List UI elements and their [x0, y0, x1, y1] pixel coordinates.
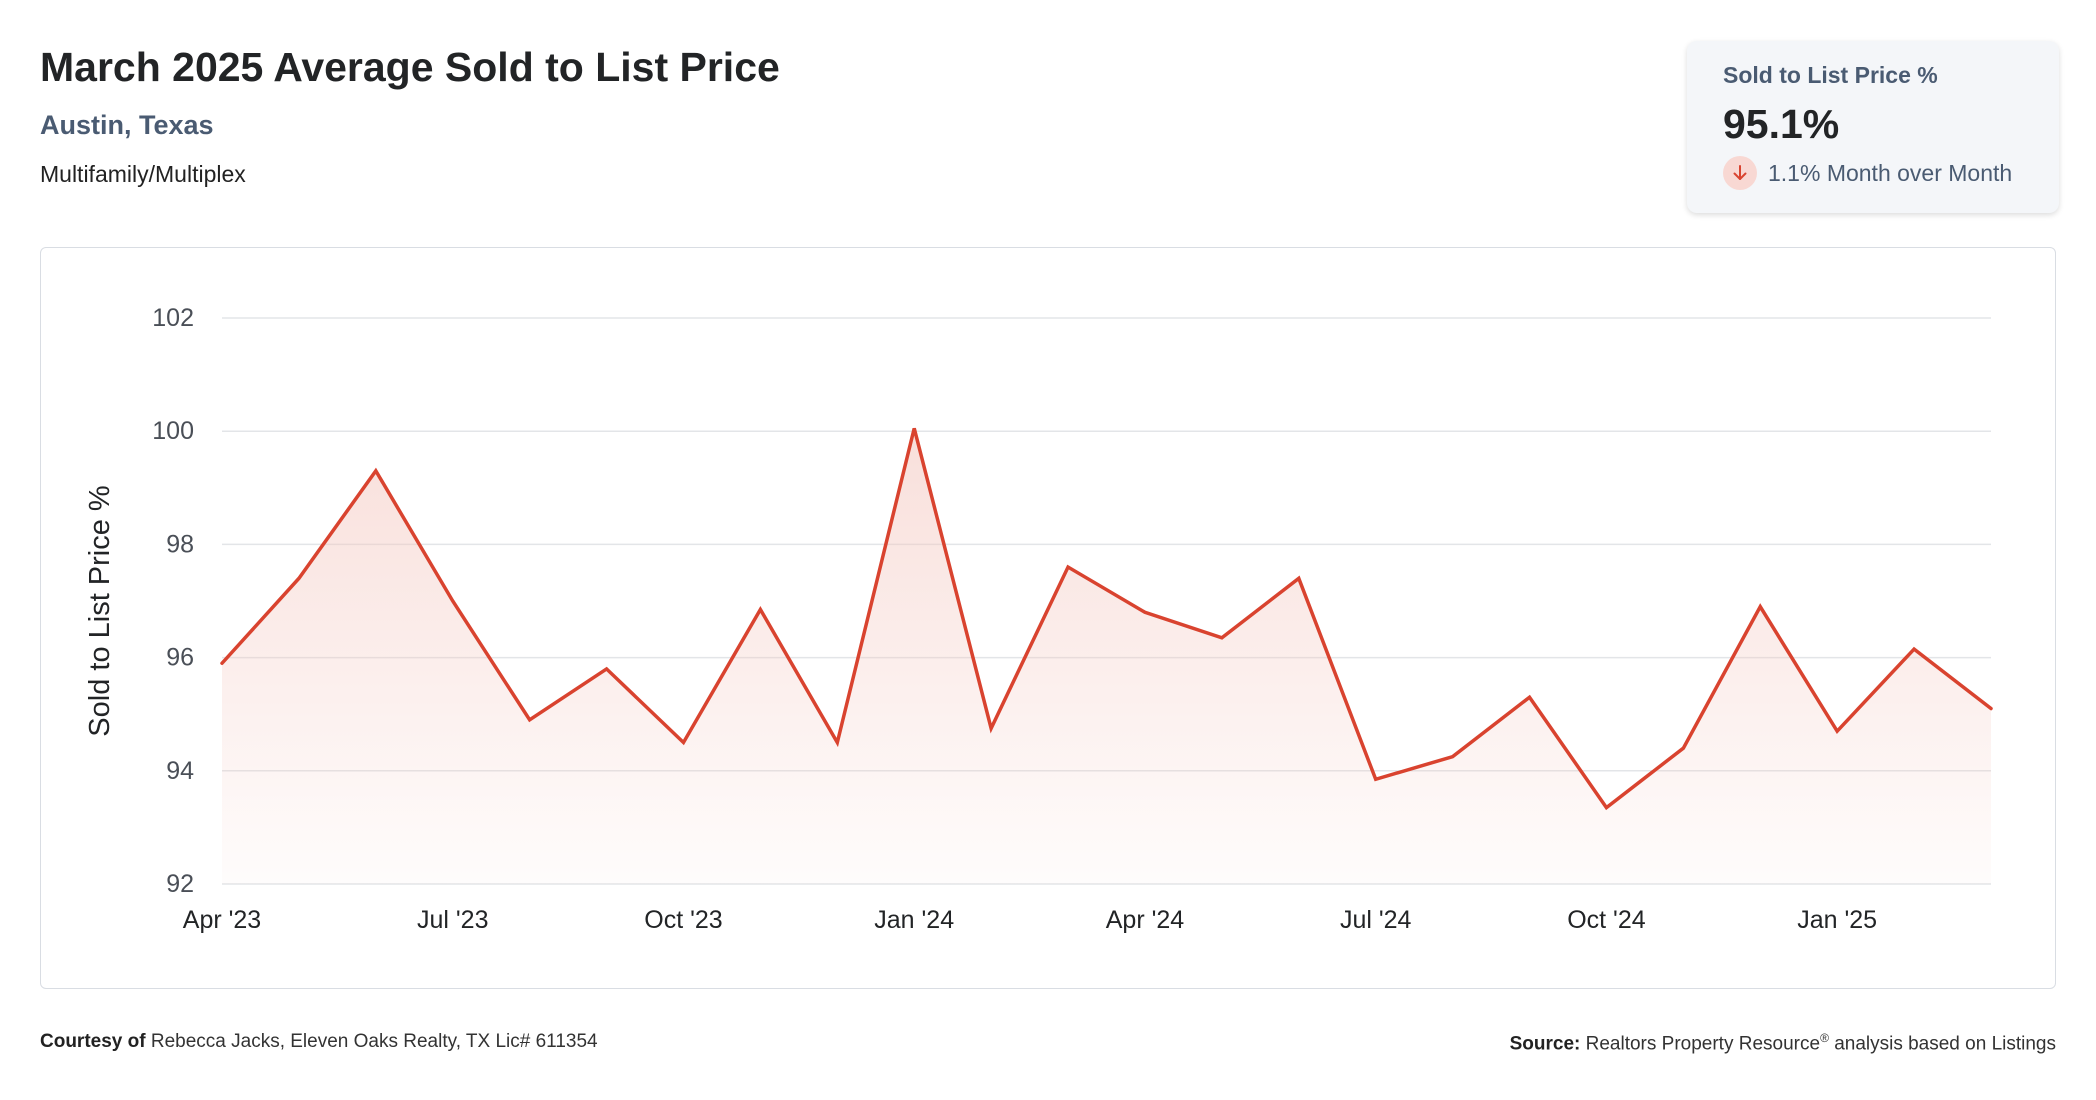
series-area	[222, 428, 1991, 884]
stat-value: 95.1%	[1723, 101, 1840, 147]
stat-change: 1.1% Month over Month	[1723, 156, 2023, 190]
courtesy-label: Courtesy of	[40, 1031, 146, 1052]
courtesy-footer: Courtesy of Rebecca Jacks, Eleven Oaks R…	[40, 1031, 598, 1053]
y-tick-label: 92	[166, 870, 194, 898]
x-tick-label: Apr '23	[183, 906, 261, 934]
source-suffix: analysis based on Listings	[1834, 1033, 2056, 1055]
x-tick-label: Jan '24	[874, 906, 954, 934]
registered-mark: ®	[1820, 1031, 1829, 1045]
y-tick-label: 102	[152, 304, 194, 332]
y-tick-label: 94	[166, 757, 194, 785]
x-tick-label: Jul '23	[417, 906, 488, 934]
x-tick-label: Apr '24	[1106, 906, 1185, 934]
source-footer: Source: Realtors Property Resource® anal…	[1510, 1031, 2056, 1055]
x-tick-label: Jan '25	[1797, 906, 1877, 934]
source-text: Realtors Property Resource	[1585, 1033, 1821, 1055]
source-label: Source:	[1509, 1033, 1581, 1055]
stat-change-text: 1.1% Month over Month	[1768, 159, 2013, 186]
location-label: Austin, Texas	[40, 110, 214, 140]
property-type-label: Multifamily/Multiplex	[40, 161, 246, 187]
y-tick-label: 98	[166, 530, 194, 558]
stat-card: Sold to List Price % 95.1% 1.1% Month ov…	[1687, 41, 2059, 213]
page-title: March 2025 Average Sold to List Price	[40, 44, 780, 90]
chart-panel: 92 94 96 98 100 102 Sold to List Price % Apr '2…	[40, 247, 2056, 989]
x-tick-label: Oct '23	[644, 906, 722, 934]
stat-label: Sold to List Price %	[1723, 62, 1938, 88]
series-line	[220, 427, 1993, 811]
y-tick-label: 96	[166, 644, 194, 672]
line-chart: 92 94 96 98 100 102 Sold to List Price % Apr '2…	[84, 304, 1993, 934]
y-tick-label: 100	[152, 417, 194, 445]
arrow-down-icon	[1723, 156, 1757, 190]
x-tick-label: Oct '24	[1567, 906, 1646, 934]
courtesy-text: Rebecca Jacks, Eleven Oaks Realty, TX Li…	[150, 1031, 598, 1052]
x-tick-label: Jul '24	[1340, 906, 1412, 934]
y-axis-label: Sold to List Price %	[84, 485, 116, 736]
